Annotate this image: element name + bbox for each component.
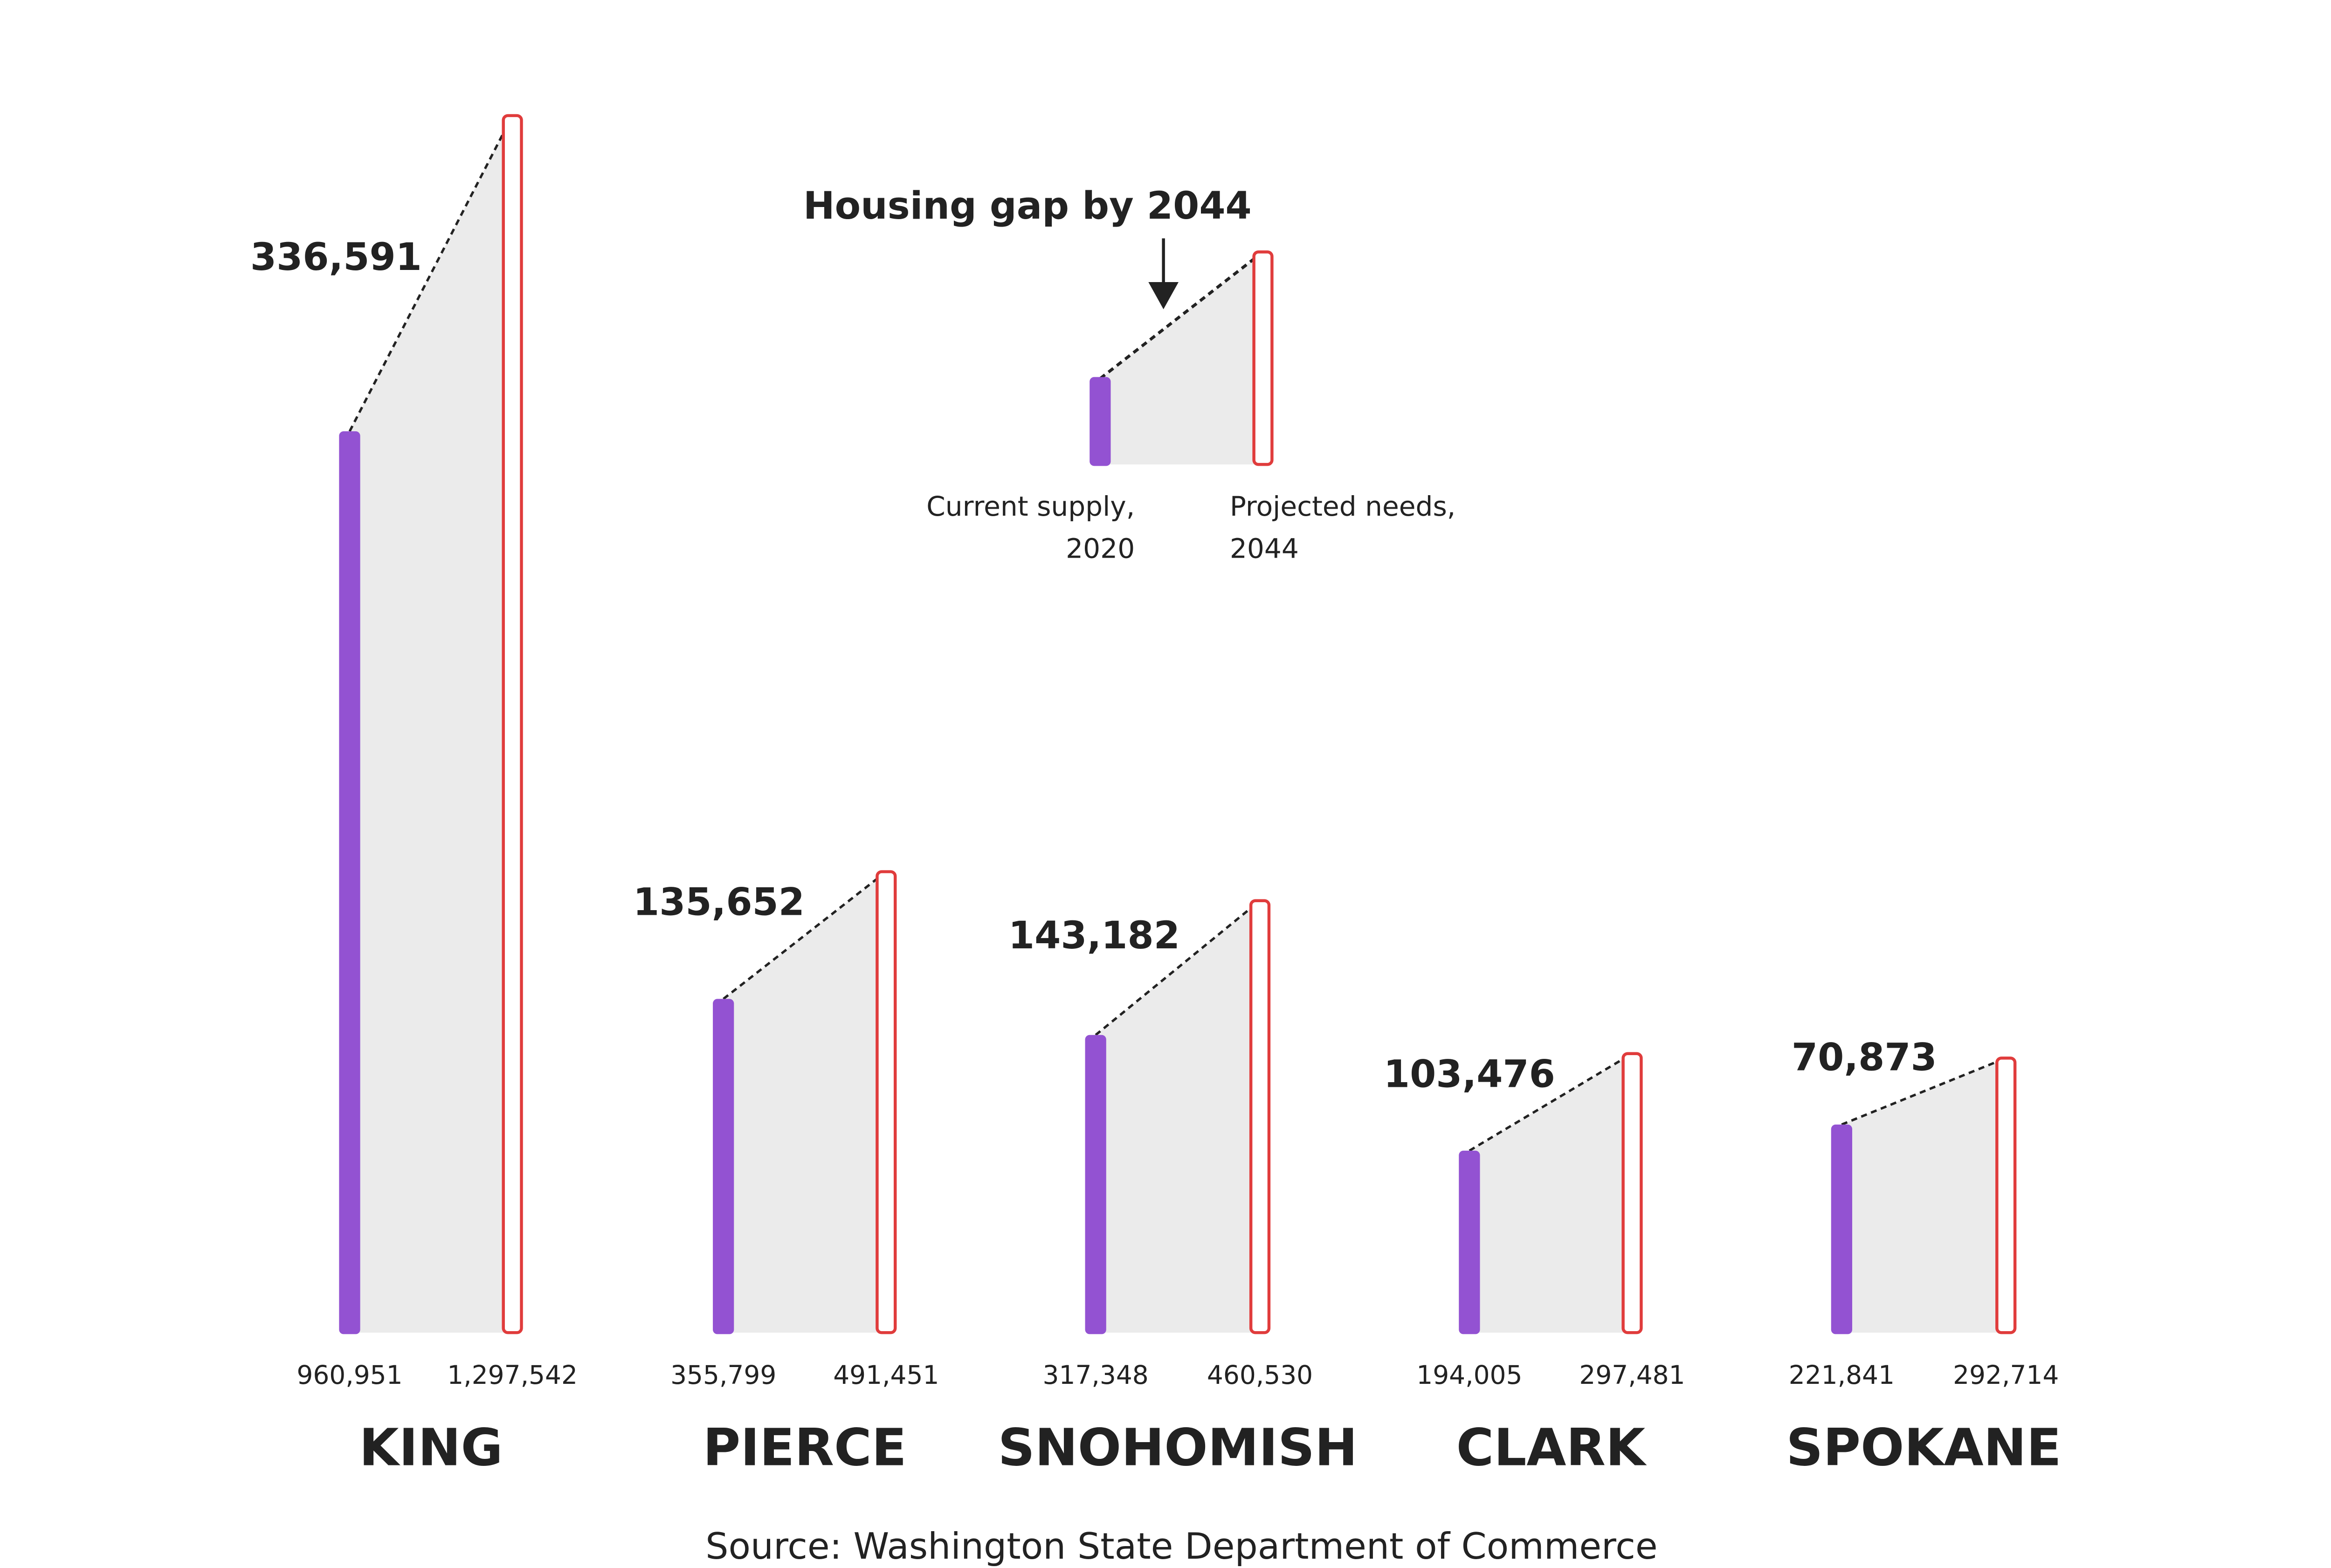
needs-bar-clark [1621,1052,1643,1334]
supply-label-snohomish: 317,348 [1043,1360,1149,1390]
county-label-king: KING [359,1418,503,1478]
gap-label-king: 336,591 [250,235,422,279]
needs-label-snohomish: 460,530 [1207,1360,1313,1390]
gap-label-pierce: 135,652 [633,881,805,925]
gap-line-king [348,115,514,432]
legend-title: Housing gap by 2044 [803,184,1252,228]
supply-label-king: 960,951 [297,1360,402,1390]
county-label-snohomish: SNOHOMISH [998,1418,1358,1478]
county-label-clark: CLARK [1456,1418,1647,1478]
gap-area-king [349,115,513,1333]
gap-line-snohomish [1095,899,1261,1036]
gap-label-spokane: 70,873 [1792,1036,1937,1080]
supply-bar-spokane [1831,1124,1852,1334]
gap-label-clark: 103,476 [1384,1052,1555,1096]
gap-area-spokane [1841,1058,2006,1333]
legend-supply-bar [1090,377,1111,466]
chart-marks: 960,951 1,297,542 336,591 KING 355,799 491,45… [250,114,2062,1478]
legend-gap-area [1100,252,1263,465]
needs-label-king: 1,297,542 [447,1360,578,1390]
gap-area-pierce [723,871,886,1333]
county-label-spokane: SPOKANE [1786,1418,2061,1478]
needs-label-spokane: 292,714 [1953,1360,2059,1390]
needs-label-pierce: 491,451 [833,1360,939,1390]
supply-bar-king [339,431,360,1334]
needs-bar-spokane [1995,1057,2017,1334]
legend-needs-label-1: Projected needs, [1230,490,1455,522]
legend-supply-label-2: 2020 [1066,533,1135,565]
legend-arrowhead-icon [1148,282,1179,310]
needs-bar-pierce [876,870,897,1334]
gap-label-snohomish: 143,182 [1008,914,1180,958]
legend-needs-bar [1252,250,1274,466]
gap-area-clark [1469,1053,1633,1333]
gap-line-pierce [723,870,887,1000]
supply-bar-snohomish [1085,1035,1106,1334]
legend-gap-line [1099,250,1264,380]
supply-label-spokane: 221,841 [1789,1360,1895,1390]
gap-area-snohomish [1096,900,1260,1333]
county-label-pierce: PIERCE [703,1418,907,1478]
supply-label-clark: 194,005 [1416,1360,1522,1390]
gap-line-spokane [1841,1057,2007,1126]
supply-bar-pierce [713,999,734,1334]
needs-bar-snohomish [1249,899,1271,1334]
needs-bar-king [502,114,523,1334]
needs-label-clark: 297,481 [1579,1360,1685,1390]
legend: Housing gap by 2044 Current supply, 2020… [803,184,1455,564]
legend-supply-label-1: Current supply, [926,490,1135,522]
legend-needs-label-2: 2044 [1230,533,1299,565]
source-note: Source: Washington State Department of C… [705,1526,1657,1568]
supply-bar-clark [1459,1150,1480,1334]
supply-label-pierce: 355,799 [670,1360,776,1390]
